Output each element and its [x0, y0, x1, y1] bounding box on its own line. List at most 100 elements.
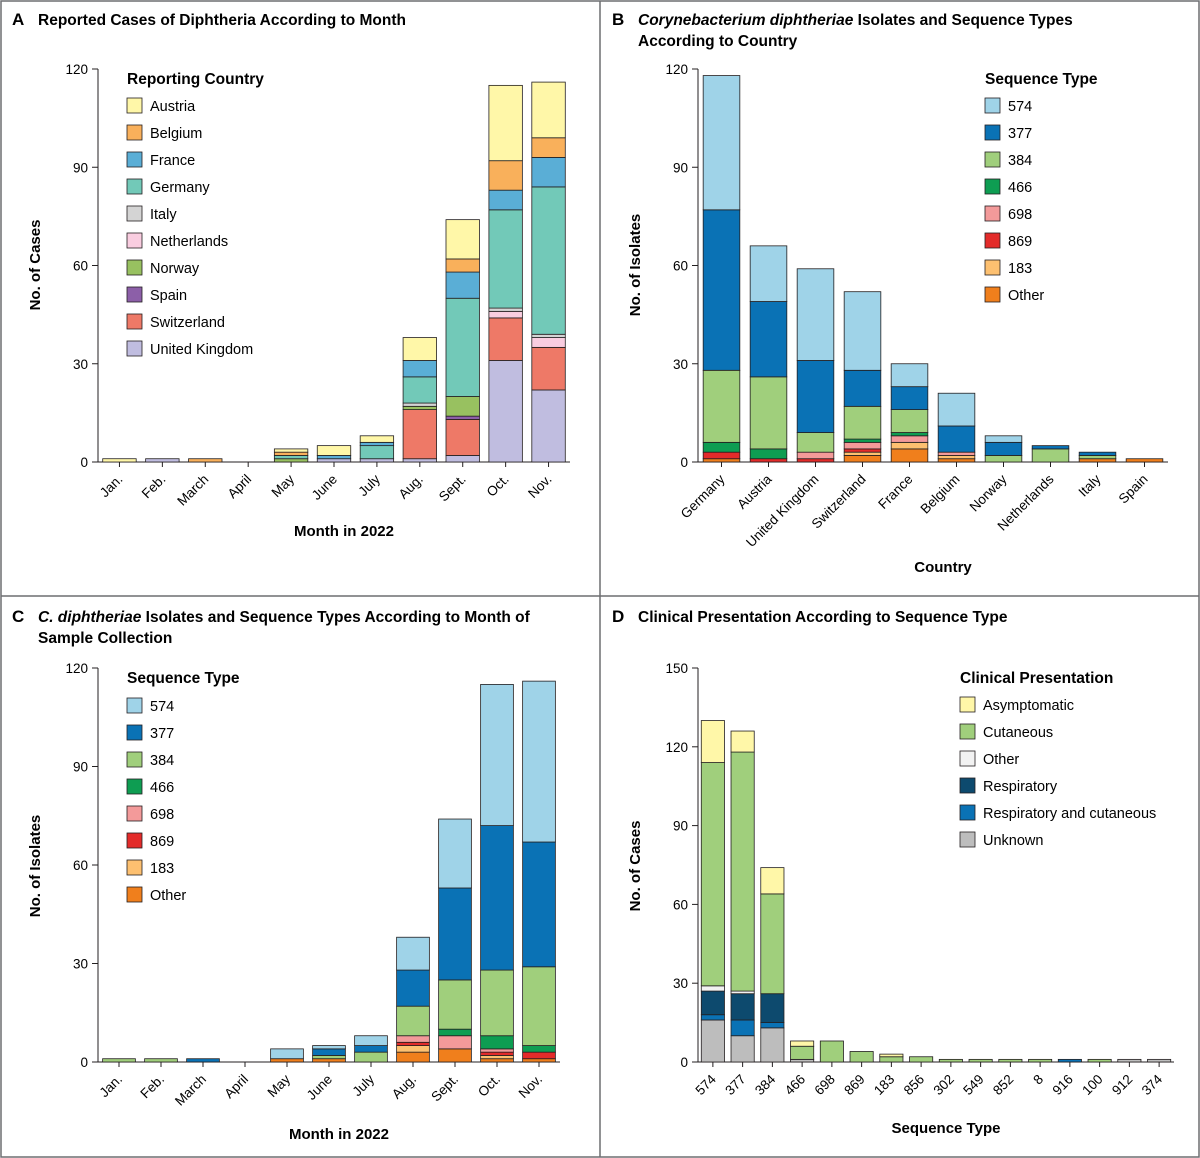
panel-title: Corynebacterium diphtheriae Isolates and… [638, 12, 1073, 29]
legend-swatch [959, 777, 976, 794]
y-axis-title: No. of Isolates [27, 815, 44, 918]
bar-segment-other [522, 1058, 556, 1063]
x-tick-label: April [221, 1072, 251, 1102]
bar-segment-united-kingdom [359, 458, 395, 463]
x-tick-label: Italy [1076, 471, 1104, 499]
bar-segment-183 [396, 1045, 430, 1053]
y-tick-label: 150 [665, 661, 688, 676]
legend-label: 869 [150, 834, 174, 850]
legend-label: 574 [150, 699, 174, 715]
bar-segment-377 [480, 825, 514, 971]
bar-segment-asymptomatic [790, 1040, 815, 1047]
legend-label: Other [983, 752, 1019, 768]
x-axis-title: Month in 2022 [289, 1126, 389, 1143]
bar-segment-other [270, 1058, 304, 1063]
panel-a: A Reported Cases of Diphtheria According … [12, 10, 570, 540]
legend-label: Cutaneous [983, 725, 1053, 741]
bar-segment-384 [843, 405, 882, 440]
bar-segment-377 [843, 369, 882, 407]
bar-segment-377 [749, 301, 788, 378]
bar-segment-869 [396, 1041, 430, 1046]
bar-segment-574 [796, 268, 835, 361]
bar-segment-belgium [531, 137, 566, 158]
x-tick-label: France [875, 472, 915, 512]
y-tick-label: 90 [73, 160, 88, 175]
legend-label: Austria [150, 99, 196, 115]
legend-label: 183 [1008, 261, 1032, 277]
bar-segment-respiratory-and-cutaneous [700, 1014, 725, 1021]
bar-segment-869 [796, 458, 835, 463]
x-tick-label: Jan. [97, 472, 126, 501]
bar-segment-384 [354, 1051, 388, 1063]
bar-segment-france [488, 189, 523, 211]
bar-segment-698 [396, 1035, 430, 1043]
bar-segment-other [702, 458, 741, 463]
bar-segment-austria [316, 445, 352, 456]
legend-label: 377 [1008, 126, 1032, 142]
bar-segment-netherlands [488, 310, 523, 319]
bar-segment-384 [1031, 448, 1070, 463]
bar-segment-384 [522, 966, 556, 1046]
bar-segment-384 [796, 432, 835, 453]
bar-segment-466 [843, 438, 882, 443]
legend-swatch [984, 259, 1001, 276]
legend-swatch [959, 750, 976, 767]
x-tick-label: Sept. [436, 472, 469, 505]
bar-segment-other [438, 1048, 472, 1063]
legend-swatch [126, 832, 143, 849]
bar-segment-377 [396, 969, 430, 1007]
bar-segment-698 [796, 451, 835, 460]
bar-segment-germany [445, 297, 480, 397]
bar-segment-384 [1078, 455, 1117, 460]
bar-segment-other [1078, 458, 1117, 463]
legend-swatch [126, 313, 143, 330]
legend-label: 869 [1008, 234, 1032, 250]
legend-swatch [126, 805, 143, 822]
legend-swatch [126, 151, 143, 168]
legend-swatch [126, 778, 143, 795]
y-tick-label: 120 [65, 661, 88, 676]
bar-segment-574 [843, 291, 882, 371]
legend-swatch [126, 340, 143, 357]
legend-label: 183 [150, 861, 174, 877]
legend-swatch [984, 232, 1001, 249]
bar-segment-698 [937, 451, 976, 456]
y-tick-label: 60 [73, 858, 88, 873]
bar-segment-germany [402, 376, 437, 404]
y-tick-label: 120 [665, 740, 688, 755]
bar-segment-belgium [188, 458, 223, 463]
bar-segment-cutaneous [730, 751, 755, 992]
bar-segment-cutaneous [790, 1045, 815, 1060]
bar-segment-377 [1031, 445, 1070, 450]
x-axis-title: Country [914, 559, 972, 576]
bar-segment-698 [843, 441, 882, 450]
legend-label: Netherlands [150, 234, 228, 250]
x-tick-label: 869 [841, 1072, 868, 1099]
legend-title: Sequence Type [127, 670, 240, 687]
legend-swatch [984, 124, 1001, 141]
bar-segment-869 [749, 458, 788, 463]
panel-title: C. diphtheriae Isolates and Sequence Typ… [38, 609, 531, 626]
bar-segment-austria [359, 435, 395, 443]
panel-letter: B [612, 10, 624, 29]
bar-segment-austria [273, 448, 309, 453]
x-tick-label: 856 [901, 1072, 928, 1099]
x-tick-label: Jan. [96, 1072, 125, 1101]
legend-swatch [984, 97, 1001, 114]
bar-segment-698 [438, 1035, 472, 1050]
bar-segment-other [890, 448, 929, 463]
bar-segment-germany [488, 209, 523, 309]
x-tick-label: Austria [734, 471, 775, 512]
y-tick-label: 60 [673, 259, 688, 274]
legend-title: Clinical Presentation [960, 670, 1113, 687]
bar-segment-698 [480, 1048, 514, 1053]
legend-label: Respiratory and cutaneous [983, 806, 1156, 822]
bar-segment-norway [445, 396, 480, 417]
bar-segment-italy [531, 333, 566, 338]
bar-segment-cutaneous [879, 1056, 904, 1063]
bar-segment-377 [984, 441, 1023, 456]
legend-swatch [126, 259, 143, 276]
legend-label: United Kingdom [150, 342, 253, 358]
bar-segment-united-kingdom [402, 458, 437, 463]
